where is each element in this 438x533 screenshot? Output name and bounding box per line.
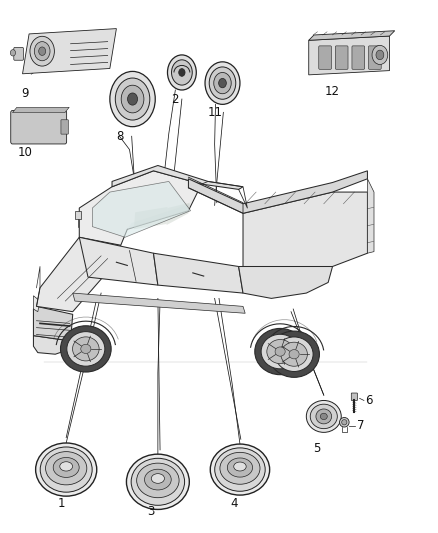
Circle shape xyxy=(39,47,46,55)
Text: 7: 7 xyxy=(357,419,364,432)
Ellipse shape xyxy=(67,332,105,366)
Circle shape xyxy=(214,72,231,94)
Ellipse shape xyxy=(227,458,253,477)
Ellipse shape xyxy=(35,443,97,496)
Ellipse shape xyxy=(60,326,111,372)
Polygon shape xyxy=(73,293,245,313)
Text: 8: 8 xyxy=(116,130,123,143)
Ellipse shape xyxy=(289,350,299,359)
Text: 3: 3 xyxy=(148,505,155,518)
Text: 10: 10 xyxy=(17,146,32,159)
Ellipse shape xyxy=(220,453,260,484)
Circle shape xyxy=(209,67,236,99)
Text: 4: 4 xyxy=(230,497,238,510)
Ellipse shape xyxy=(81,344,91,353)
Polygon shape xyxy=(243,192,367,266)
Circle shape xyxy=(30,36,54,66)
Circle shape xyxy=(11,50,15,56)
Polygon shape xyxy=(134,207,167,229)
Polygon shape xyxy=(367,179,374,253)
Polygon shape xyxy=(309,31,395,41)
Polygon shape xyxy=(22,29,117,74)
Ellipse shape xyxy=(127,454,189,510)
Circle shape xyxy=(205,62,240,104)
Circle shape xyxy=(121,85,144,113)
Polygon shape xyxy=(33,336,71,354)
FancyBboxPatch shape xyxy=(319,46,332,69)
FancyBboxPatch shape xyxy=(336,46,348,69)
Ellipse shape xyxy=(339,417,349,427)
Text: 2: 2 xyxy=(172,93,179,106)
Text: 12: 12 xyxy=(325,85,340,98)
Ellipse shape xyxy=(131,458,184,505)
Polygon shape xyxy=(75,211,81,219)
Text: 9: 9 xyxy=(21,87,28,100)
Circle shape xyxy=(376,50,384,60)
Ellipse shape xyxy=(137,463,179,498)
Circle shape xyxy=(167,55,196,90)
Ellipse shape xyxy=(261,334,299,369)
FancyBboxPatch shape xyxy=(352,46,364,69)
Polygon shape xyxy=(79,237,158,285)
Ellipse shape xyxy=(310,404,337,429)
FancyBboxPatch shape xyxy=(351,393,357,400)
Circle shape xyxy=(115,78,150,120)
Ellipse shape xyxy=(145,469,171,490)
Text: 1: 1 xyxy=(58,497,66,510)
Polygon shape xyxy=(33,306,73,341)
Polygon shape xyxy=(309,36,389,75)
Ellipse shape xyxy=(59,484,73,490)
Polygon shape xyxy=(112,165,243,189)
Ellipse shape xyxy=(320,413,327,419)
Ellipse shape xyxy=(342,419,347,425)
Polygon shape xyxy=(79,171,201,245)
Polygon shape xyxy=(153,253,243,293)
Polygon shape xyxy=(36,237,121,312)
Circle shape xyxy=(34,42,50,61)
Text: 5: 5 xyxy=(313,442,320,455)
Ellipse shape xyxy=(215,448,265,491)
Ellipse shape xyxy=(40,447,92,492)
Ellipse shape xyxy=(210,444,270,495)
Polygon shape xyxy=(33,296,40,312)
Ellipse shape xyxy=(53,457,79,478)
Polygon shape xyxy=(188,171,367,213)
Circle shape xyxy=(172,60,192,85)
FancyBboxPatch shape xyxy=(368,46,381,69)
Ellipse shape xyxy=(46,451,87,485)
Ellipse shape xyxy=(233,483,247,489)
Ellipse shape xyxy=(269,331,319,377)
Circle shape xyxy=(372,45,388,64)
Ellipse shape xyxy=(275,347,285,356)
Ellipse shape xyxy=(151,497,165,503)
Ellipse shape xyxy=(255,328,305,375)
Ellipse shape xyxy=(234,462,246,471)
FancyBboxPatch shape xyxy=(11,110,67,144)
Polygon shape xyxy=(239,251,332,298)
Polygon shape xyxy=(12,107,69,112)
Polygon shape xyxy=(92,181,191,237)
Ellipse shape xyxy=(73,337,99,361)
FancyBboxPatch shape xyxy=(61,120,68,134)
Text: 11: 11 xyxy=(208,106,223,119)
Circle shape xyxy=(219,78,226,88)
Ellipse shape xyxy=(275,337,313,372)
Ellipse shape xyxy=(151,474,165,483)
FancyBboxPatch shape xyxy=(14,47,23,60)
Ellipse shape xyxy=(306,400,341,432)
Ellipse shape xyxy=(267,340,293,364)
Circle shape xyxy=(127,93,138,105)
Ellipse shape xyxy=(60,462,73,471)
Ellipse shape xyxy=(281,342,307,366)
Ellipse shape xyxy=(316,409,332,424)
Polygon shape xyxy=(127,204,191,229)
Circle shape xyxy=(179,69,185,76)
Circle shape xyxy=(110,71,155,127)
Text: 6: 6 xyxy=(365,394,373,408)
Polygon shape xyxy=(166,203,190,225)
